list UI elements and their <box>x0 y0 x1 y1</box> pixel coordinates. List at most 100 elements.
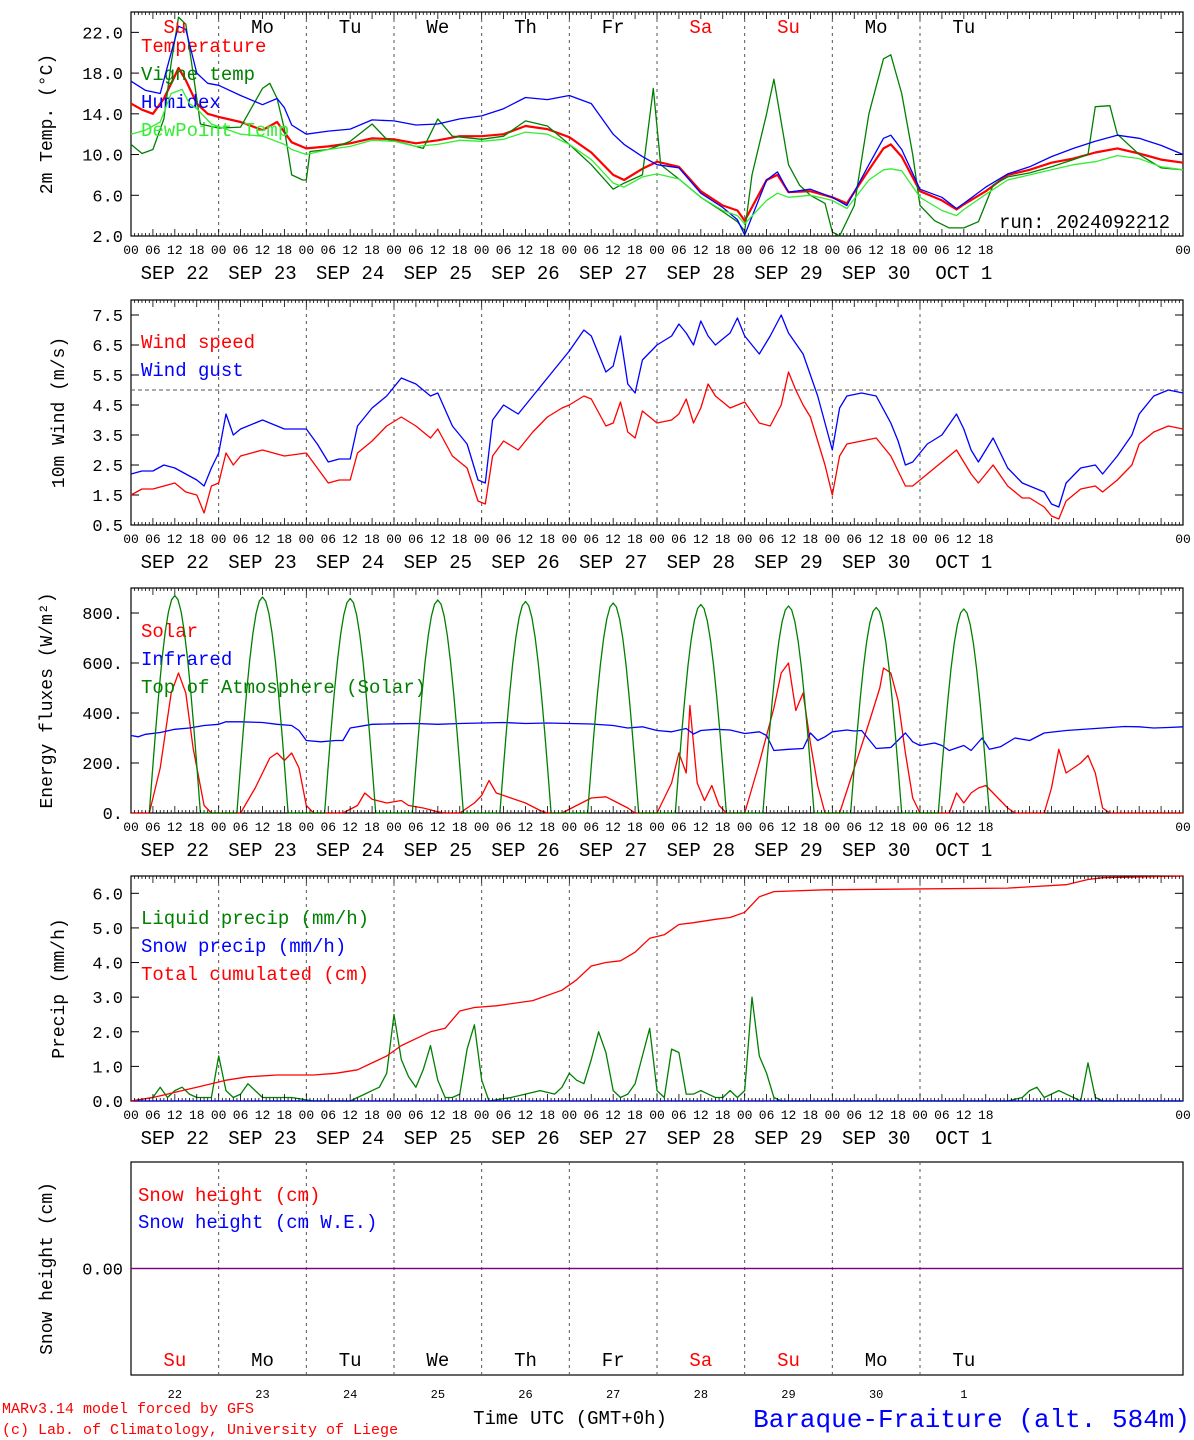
date-label: SEP 29 <box>754 840 822 862</box>
legend-entry: Snow precip (mm/h) <box>141 936 346 958</box>
y-tick-label: 200. <box>82 756 123 775</box>
hour-label: 12 <box>167 532 183 547</box>
run-label: run: 2024092212 <box>999 212 1170 234</box>
date-label: SEP 25 <box>404 1128 472 1150</box>
hour-label: 06 <box>320 532 336 547</box>
date-label: OCT 1 <box>935 263 992 285</box>
hour-label: 12 <box>605 532 621 547</box>
legend-entry: Snow height (cm) <box>138 1185 320 1207</box>
y-axis-label: 10m Wind (m/s) <box>50 337 70 488</box>
hour-label: 18 <box>978 1108 994 1123</box>
date-label: SEP 24 <box>316 552 384 574</box>
hour-label: 00 <box>474 532 490 547</box>
date-label: SEP 28 <box>667 840 735 862</box>
hour-label: 06 <box>408 820 424 835</box>
hour-label: 18 <box>978 243 994 258</box>
hour-label: 00 <box>211 243 227 258</box>
y-tick-label: 1.5 <box>92 488 123 507</box>
hour-label: 12 <box>255 532 271 547</box>
y-tick-label: 22.0 <box>82 25 123 44</box>
hour-label: 06 <box>934 1108 950 1123</box>
hour-label: 18 <box>452 820 468 835</box>
hour-label: 18 <box>364 532 380 547</box>
date-label: SEP 24 <box>316 840 384 862</box>
hour-label: 00 <box>562 243 578 258</box>
date-label: SEP 30 <box>842 263 910 285</box>
hour-label: 06 <box>846 243 862 258</box>
hour-label: 12 <box>430 820 446 835</box>
hour-label: 06 <box>233 243 249 258</box>
date-label: SEP 23 <box>228 1128 296 1150</box>
hour-label: 06 <box>583 820 599 835</box>
y-axis-label: Energy fluxes (W/m²) <box>38 592 58 808</box>
weekday-label: Tu <box>339 17 362 39</box>
hour-label: 12 <box>693 243 709 258</box>
copyright-credit: (c) Lab. of Climatology, University of L… <box>2 1422 398 1439</box>
hour-label: 18 <box>364 1108 380 1123</box>
hour-label: 06 <box>496 820 512 835</box>
hour-label: 06 <box>233 532 249 547</box>
hour-label: 18 <box>277 532 293 547</box>
hour-label: 06 <box>145 1108 161 1123</box>
hour-label: 06 <box>759 1108 775 1123</box>
hour-label: 06 <box>145 243 161 258</box>
legend-entry: Temperature <box>141 36 266 58</box>
hour-label: 06 <box>320 1108 336 1123</box>
date-label: OCT 1 <box>935 552 992 574</box>
hour-label: 00 <box>737 532 753 547</box>
legend-entry: Total cumulated (cm) <box>141 964 369 986</box>
hour-label: 18 <box>189 1108 205 1123</box>
series-line-energy-0 <box>131 662 1183 814</box>
legend-entry: Humidex <box>141 92 221 114</box>
hour-label: 12 <box>868 820 884 835</box>
weekday-label: Su <box>163 17 186 39</box>
hour-label: 12 <box>868 243 884 258</box>
hour-label: 06 <box>671 532 687 547</box>
hour-label: 00 <box>386 1108 402 1123</box>
weekday-label: Tu <box>339 1350 362 1372</box>
date-label: SEP 29 <box>754 552 822 574</box>
hour-label: 18 <box>715 243 731 258</box>
hour-label: 06 <box>583 532 599 547</box>
hour-label: 00 <box>825 1108 841 1123</box>
y-tick-label: 2.0 <box>92 229 123 248</box>
hour-label: 18 <box>540 532 556 547</box>
hour-label: 12 <box>518 820 534 835</box>
hour-label: 06 <box>408 243 424 258</box>
y-tick-label: 0. <box>103 806 123 825</box>
weekday-label: Sa <box>689 17 712 39</box>
hour-label: 12 <box>868 1108 884 1123</box>
hour-label: 00 <box>825 243 841 258</box>
y-tick-label: 6.0 <box>92 886 123 905</box>
date-label: SEP 25 <box>404 840 472 862</box>
hour-label: 00 <box>737 1108 753 1123</box>
hour-label: 12 <box>430 1108 446 1123</box>
hour-label: 12 <box>956 243 972 258</box>
hour-label: 18 <box>452 243 468 258</box>
series-line-temp-0 <box>130 66 1184 222</box>
hour-label: 18 <box>890 532 906 547</box>
y-tick-label: 0.0 <box>92 1094 123 1113</box>
hour-label: 00 <box>562 532 578 547</box>
hour-label: 12 <box>255 820 271 835</box>
date-label: SEP 26 <box>491 1128 559 1150</box>
date-label: SEP 29 <box>754 1128 822 1150</box>
hour-label: 06 <box>320 820 336 835</box>
date-label: SEP 30 <box>842 840 910 862</box>
hour-label: 18 <box>627 820 643 835</box>
y-axis-label: Precip (mm/h) <box>50 918 70 1058</box>
hour-label: 00 <box>1175 532 1191 547</box>
day-number: 28 <box>694 1388 708 1402</box>
legend-entry: Solar <box>141 621 198 643</box>
weekday-label: Su <box>777 17 800 39</box>
y-tick-label: 7.5 <box>92 308 123 327</box>
series-line-wind-1 <box>130 314 1184 508</box>
day-number: 30 <box>869 1388 883 1402</box>
hour-label: 06 <box>233 1108 249 1123</box>
hour-label: 18 <box>715 532 731 547</box>
y-axis-label: 2m Temp. (°C) <box>38 54 58 194</box>
hour-label: 12 <box>781 1108 797 1123</box>
y-tick-label: 800. <box>82 606 123 625</box>
hour-label: 18 <box>277 1108 293 1123</box>
hour-label: 00 <box>562 1108 578 1123</box>
